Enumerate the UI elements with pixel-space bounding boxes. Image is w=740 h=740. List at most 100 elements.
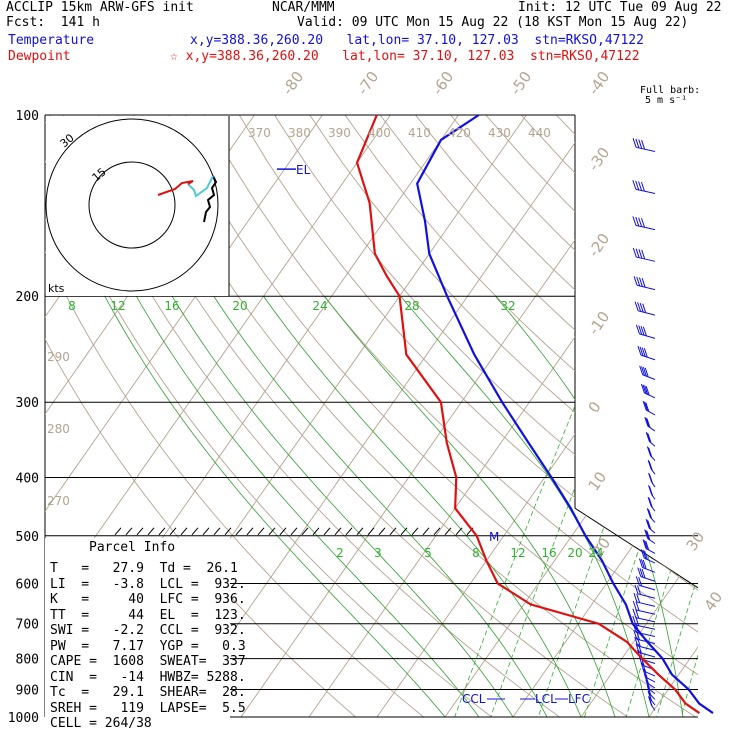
parcel-info-panel: Parcel Info T = 27.9 Td = 26.1 LI = -3.8 … bbox=[45, 538, 246, 731]
hodograph-units: kts bbox=[48, 282, 65, 295]
freezing-hash bbox=[455, 527, 463, 536]
wind-barb-flag bbox=[641, 218, 645, 228]
isotherm-label: -10 bbox=[585, 308, 614, 338]
freezing-hash bbox=[246, 527, 254, 536]
wind-barb bbox=[644, 392, 656, 399]
wind-barb-flag bbox=[648, 447, 653, 458]
freezing-hash bbox=[224, 527, 232, 536]
wind-barb-flag bbox=[635, 248, 640, 258]
isotherm-line bbox=[376, 115, 698, 717]
freezing-hash bbox=[202, 527, 210, 536]
wind-barb-flag bbox=[642, 384, 647, 394]
wind-barb-flag bbox=[646, 432, 651, 443]
wind-barb-flag bbox=[638, 325, 643, 335]
mixing-ratio-label: 20 bbox=[232, 299, 247, 313]
wind-barb-flag bbox=[640, 181, 645, 192]
wind-barb bbox=[635, 224, 656, 231]
parcel-info-row: CAPE = 1608 SWEAT= 337 bbox=[50, 654, 246, 669]
wind-barb-flag bbox=[645, 530, 650, 540]
pressure-tick-label: 1000 bbox=[8, 711, 39, 726]
wind-barb-flag bbox=[639, 302, 644, 313]
freezing-hash bbox=[367, 527, 375, 536]
mixing-ratio-label: 28 bbox=[404, 299, 419, 313]
pressure-tick-label: 400 bbox=[16, 471, 39, 486]
dry-adiabat-line bbox=[62, 115, 560, 717]
isotherm-line bbox=[45, 115, 255, 717]
freezing-hash bbox=[279, 527, 287, 536]
temperature-profile bbox=[416, 114, 714, 714]
wind-barb-flag bbox=[645, 432, 650, 442]
isotherm-line bbox=[240, 115, 663, 717]
dry-adiabat-line bbox=[661, 115, 698, 717]
wind-barb bbox=[642, 374, 656, 380]
mixing-ratio-label: 8 bbox=[472, 546, 480, 560]
freezing-hash bbox=[268, 527, 276, 536]
org-label: NCAR/MMM bbox=[272, 0, 335, 15]
wind-barb bbox=[644, 557, 656, 564]
isotherm-label: 40 bbox=[701, 588, 727, 614]
mixing-ratio-line bbox=[454, 296, 621, 717]
mixing-ratio-label: 20 bbox=[567, 546, 582, 560]
isotherm-line bbox=[512, 115, 698, 717]
dewpoint-profile bbox=[355, 114, 700, 714]
wind-barb-flag bbox=[633, 276, 638, 286]
theta-label: 440 bbox=[528, 126, 551, 140]
parcel-info-title: Parcel Info bbox=[89, 540, 176, 555]
wind-barb-flag bbox=[645, 386, 650, 396]
mixing-ratio-line bbox=[719, 296, 740, 717]
wind-barb-flag bbox=[643, 348, 648, 358]
wind-barb-flag bbox=[644, 550, 648, 560]
freezing-hash bbox=[114, 527, 122, 536]
wind-barb-flag bbox=[642, 366, 647, 377]
lcl-label: LCL bbox=[535, 692, 557, 706]
freezing-hash bbox=[378, 527, 386, 536]
wind-barb bbox=[645, 548, 656, 554]
wind-barb bbox=[635, 624, 656, 630]
hodograph-trace-lower bbox=[203, 175, 218, 223]
isotherm-label: -40 bbox=[585, 68, 614, 98]
wind-barb-flag bbox=[641, 278, 646, 288]
isotherm-label: -80 bbox=[279, 68, 308, 98]
freezing-hash bbox=[136, 527, 144, 536]
pressure-tick-label: 300 bbox=[16, 396, 39, 411]
wind-barb-flag bbox=[634, 301, 639, 311]
freezing-hash bbox=[257, 527, 265, 536]
pressure-tick-label: 800 bbox=[16, 653, 39, 668]
wind-barb bbox=[645, 409, 656, 416]
wind-barb bbox=[642, 567, 656, 573]
freezing-hash bbox=[312, 527, 320, 536]
dry-adiabat-line bbox=[555, 115, 698, 717]
wind-barb bbox=[649, 694, 656, 700]
wind-barb bbox=[648, 440, 656, 447]
mixing-ratio-label: 16 bbox=[164, 299, 179, 313]
wind-barb-flag bbox=[648, 498, 653, 508]
pressure-tick-label: 500 bbox=[16, 530, 39, 545]
wind-barb-flag bbox=[643, 540, 648, 550]
dewpoint-legend: Dewpoint bbox=[8, 49, 71, 64]
wind-barb-flag bbox=[649, 486, 654, 496]
wind-barb-flag bbox=[636, 637, 641, 647]
wind-barb-flag bbox=[638, 139, 643, 149]
dry-adiabat-line bbox=[696, 115, 698, 717]
wind-barb-flag bbox=[636, 630, 640, 641]
wind-barb-flag bbox=[646, 418, 651, 428]
wind-barb-flag bbox=[632, 247, 637, 258]
forecast-hour: Fcst: 141 h bbox=[6, 15, 100, 30]
wind-barb-flag bbox=[644, 416, 649, 427]
model-title: ACCLIP 15km ARW-GFS init bbox=[6, 0, 194, 15]
wind-barb-flag bbox=[645, 540, 650, 551]
wind-barb bbox=[635, 617, 656, 623]
wind-barb bbox=[635, 146, 656, 153]
wind-barb-flag bbox=[639, 365, 644, 375]
wind-barb-flag bbox=[644, 385, 649, 395]
wind-barb-flag bbox=[648, 696, 653, 707]
wind-barb bbox=[640, 576, 656, 582]
wind-barb bbox=[637, 593, 656, 599]
mixing-ratio-line bbox=[625, 296, 698, 717]
wind-barb-flag bbox=[632, 608, 637, 618]
wind-barb-flag bbox=[645, 674, 650, 684]
wind-barb bbox=[636, 284, 656, 291]
wind-barb-flag bbox=[636, 276, 641, 287]
wind-barb-flag bbox=[634, 584, 639, 595]
dry-adiabat-line bbox=[238, 115, 698, 717]
